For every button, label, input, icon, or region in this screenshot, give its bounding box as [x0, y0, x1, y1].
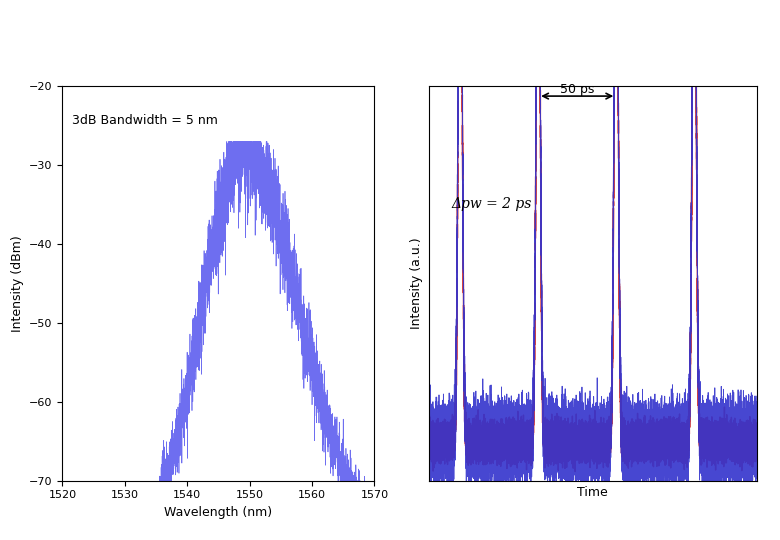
Text: Optical spectra and pulse width: Optical spectra and pulse width	[141, 18, 639, 46]
X-axis label: Time: Time	[577, 486, 608, 499]
Y-axis label: Intensity (dBm): Intensity (dBm)	[11, 235, 23, 332]
Text: Δpw = 2 ps: Δpw = 2 ps	[452, 197, 532, 211]
X-axis label: Wavelength (nm): Wavelength (nm)	[165, 506, 272, 519]
Text: 50 ps: 50 ps	[560, 83, 594, 96]
Text: 3dB Bandwidth = 5 nm: 3dB Bandwidth = 5 nm	[72, 114, 218, 127]
Y-axis label: Intensity (a.u.): Intensity (a.u.)	[410, 238, 424, 329]
